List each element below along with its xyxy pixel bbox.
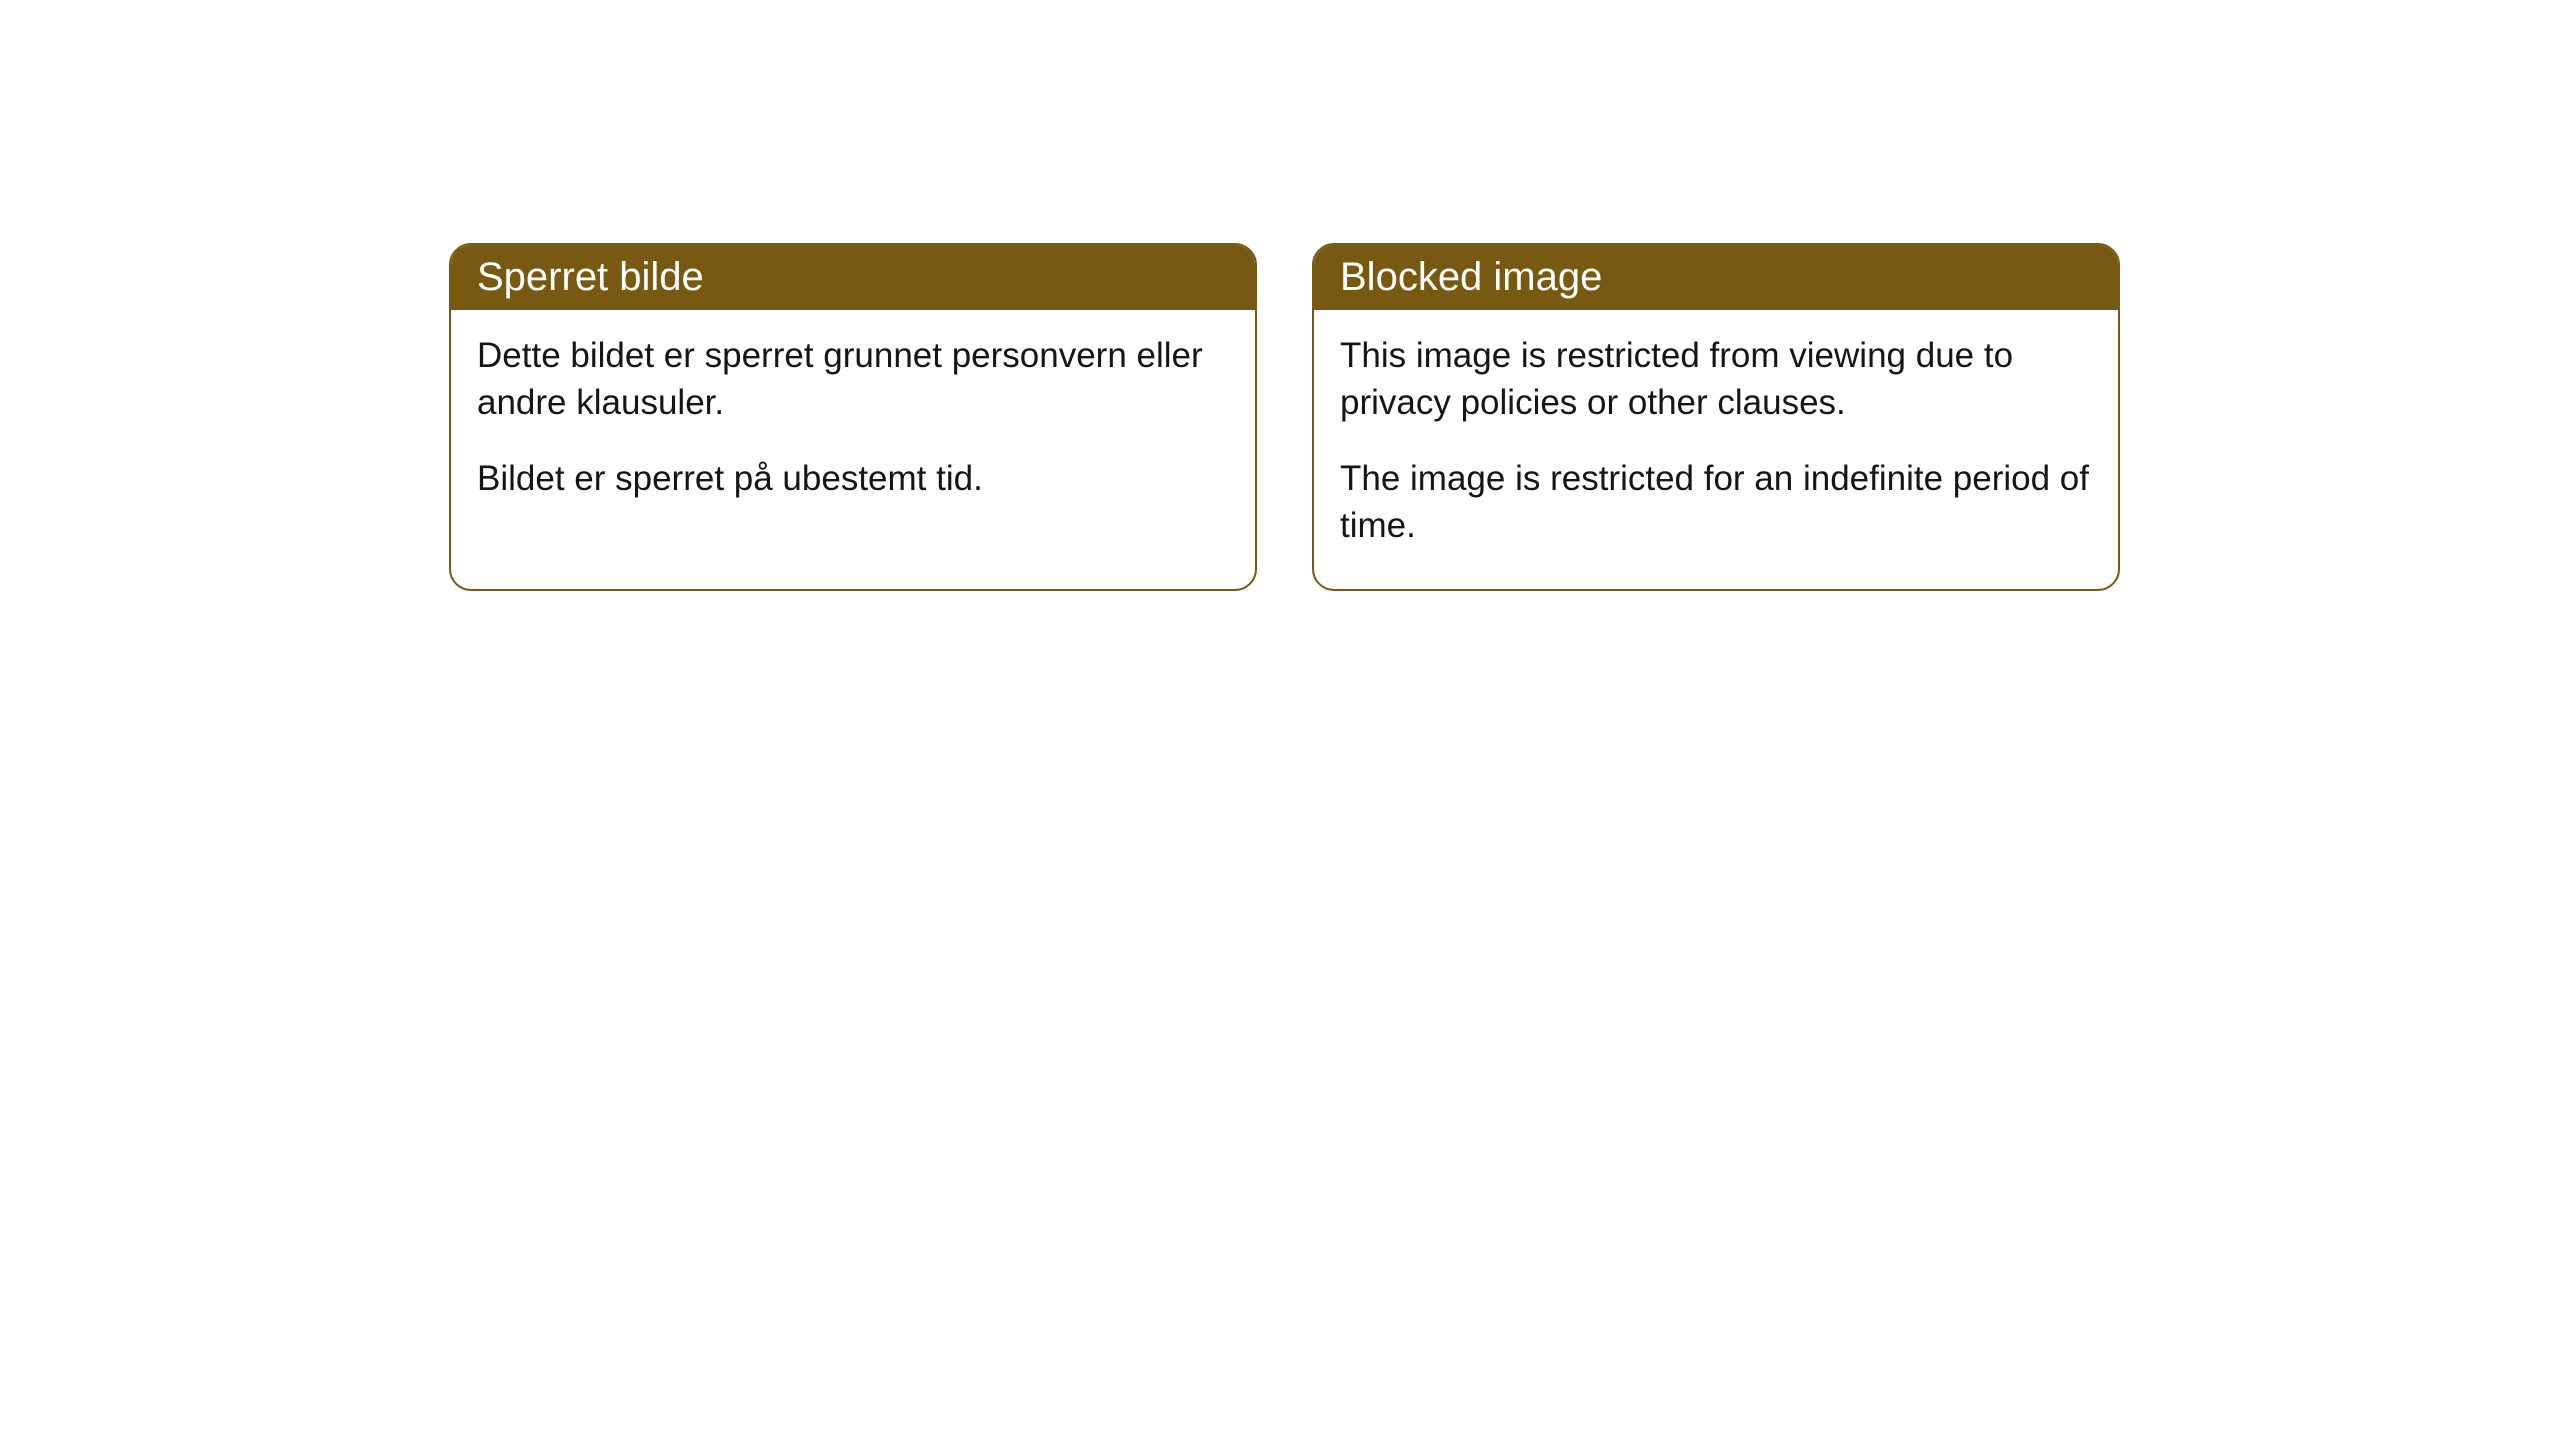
card-body: Dette bildet er sperret grunnet personve… bbox=[451, 310, 1255, 542]
notice-card-norwegian: Sperret bilde Dette bildet er sperret gr… bbox=[449, 243, 1257, 591]
card-paragraph: Dette bildet er sperret grunnet personve… bbox=[477, 332, 1229, 427]
card-body: This image is restricted from viewing du… bbox=[1314, 310, 2118, 589]
card-paragraph: Bildet er sperret på ubestemt tid. bbox=[477, 455, 1229, 502]
notice-cards-container: Sperret bilde Dette bildet er sperret gr… bbox=[0, 0, 2560, 591]
notice-card-english: Blocked image This image is restricted f… bbox=[1312, 243, 2120, 591]
card-header: Sperret bilde bbox=[451, 245, 1255, 310]
card-paragraph: This image is restricted from viewing du… bbox=[1340, 332, 2092, 427]
card-header: Blocked image bbox=[1314, 245, 2118, 310]
card-paragraph: The image is restricted for an indefinit… bbox=[1340, 455, 2092, 550]
